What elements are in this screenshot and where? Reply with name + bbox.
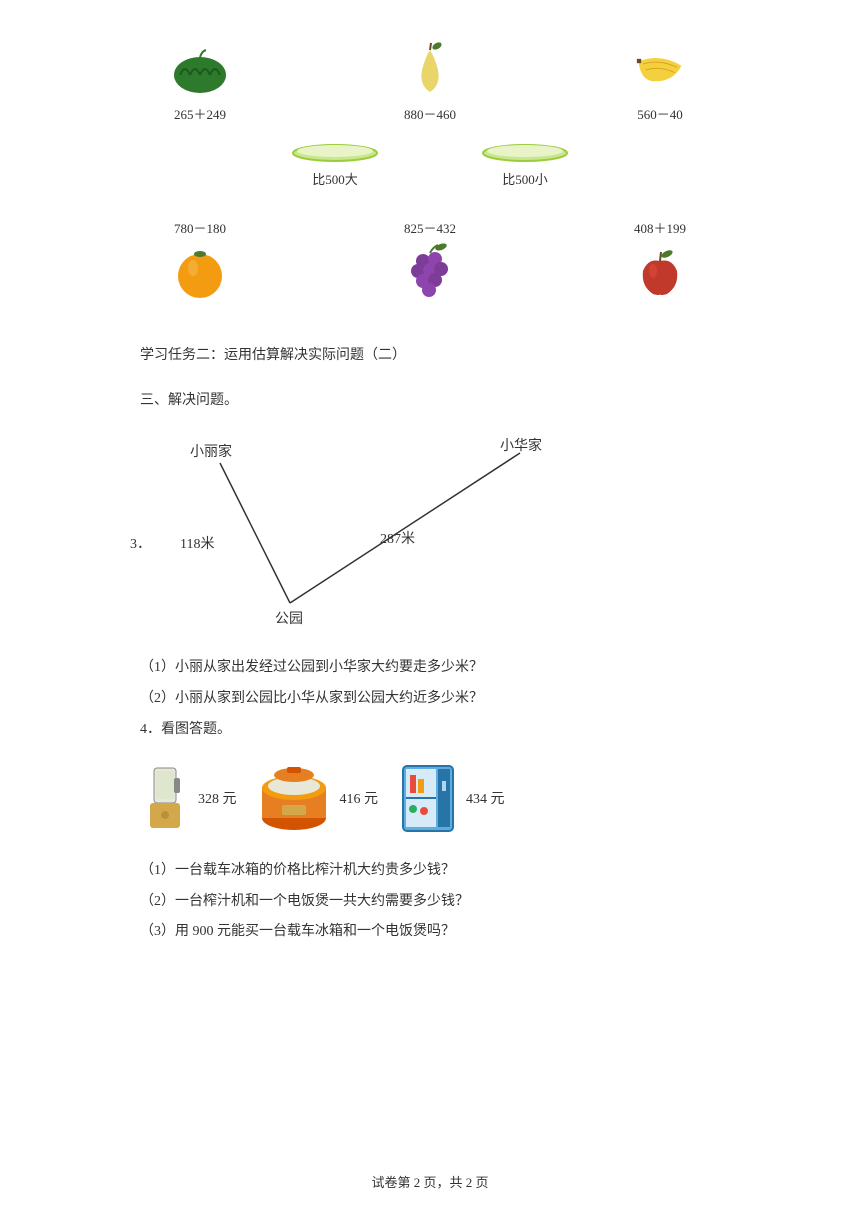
page-footer: 试卷第 2 页，共 2 页	[0, 1172, 860, 1191]
q4-title: 4．看图答题。	[140, 715, 720, 746]
fridge-price: 434 元	[466, 788, 505, 808]
apple-icon	[630, 243, 690, 303]
watermelon-icon	[170, 40, 230, 100]
ricecooker-icon	[257, 763, 332, 833]
ricecooker-price: 416 元	[340, 788, 379, 808]
xiaoli-label: 小丽家	[190, 441, 232, 461]
pear-expr: 880－460	[404, 104, 456, 123]
grape-icon	[400, 243, 460, 303]
apple-item: 408＋199	[600, 218, 720, 303]
plate-icon	[480, 143, 570, 163]
grape-item: 825－432	[370, 218, 490, 303]
plate-small-label: 比500小	[502, 169, 548, 188]
blender-item: 328 元	[140, 763, 237, 833]
watermelon-expr: 265＋249	[174, 104, 226, 123]
fruit-row-1: 265＋249 880－460 560－40	[140, 40, 720, 123]
task2-title: 学习任务二：运用估算解决实际问题（二）	[140, 343, 720, 368]
fridge-icon	[398, 761, 458, 836]
fridge-item: 434 元	[398, 761, 505, 836]
q4-sub3: （3）用 900 元能买一台载车冰箱和一个电饭煲吗？	[140, 917, 720, 948]
apple-expr: 408＋199	[634, 218, 686, 237]
section3-title: 三、解决问题。	[140, 388, 720, 413]
park-label: 公园	[275, 608, 303, 628]
watermelon-item: 265＋249	[140, 40, 260, 123]
dist1-label: 118米	[180, 533, 214, 553]
q4-sub2: （2）一台榨汁机和一个电饭煲一共大约需要多少钱？	[140, 887, 720, 918]
banana-expr: 560－40	[637, 104, 683, 123]
pear-icon	[400, 40, 460, 100]
xiaohua-label: 小华家	[500, 435, 542, 455]
plate-small: 比500小	[480, 143, 570, 188]
plate-icon	[290, 143, 380, 163]
grape-expr: 825－432	[404, 218, 456, 237]
orange-icon	[170, 243, 230, 303]
q3-sub1: （1）小丽从家出发经过公园到小华家大约要走多少米？	[140, 653, 720, 684]
blender-price: 328 元	[198, 788, 237, 808]
plate-row: 比500大 比500小	[140, 143, 720, 188]
q3-diagram: 3． 小丽家 小华家 118米 287米 公园	[140, 433, 720, 633]
banana-item: 560－40	[600, 40, 720, 123]
ricecooker-item: 416 元	[257, 763, 379, 833]
banana-icon	[630, 40, 690, 100]
blender-icon	[140, 763, 190, 833]
appliance-row: 328 元 416 元 434 元	[140, 761, 720, 836]
fruit-row-2: 780－180 825－432 408＋199	[140, 218, 720, 303]
pear-item: 880－460	[370, 40, 490, 123]
plate-big: 比500大	[290, 143, 380, 188]
plate-big-label: 比500大	[312, 169, 358, 188]
q4-sub1: （1）一台载车冰箱的价格比榨汁机大约贵多少钱？	[140, 856, 720, 887]
orange-item: 780－180	[140, 218, 260, 303]
orange-expr: 780－180	[174, 218, 226, 237]
q3-sub2: （2）小丽从家到公园比小华从家到公园大约近多少米？	[140, 684, 720, 715]
dist2-label: 287米	[380, 528, 415, 548]
